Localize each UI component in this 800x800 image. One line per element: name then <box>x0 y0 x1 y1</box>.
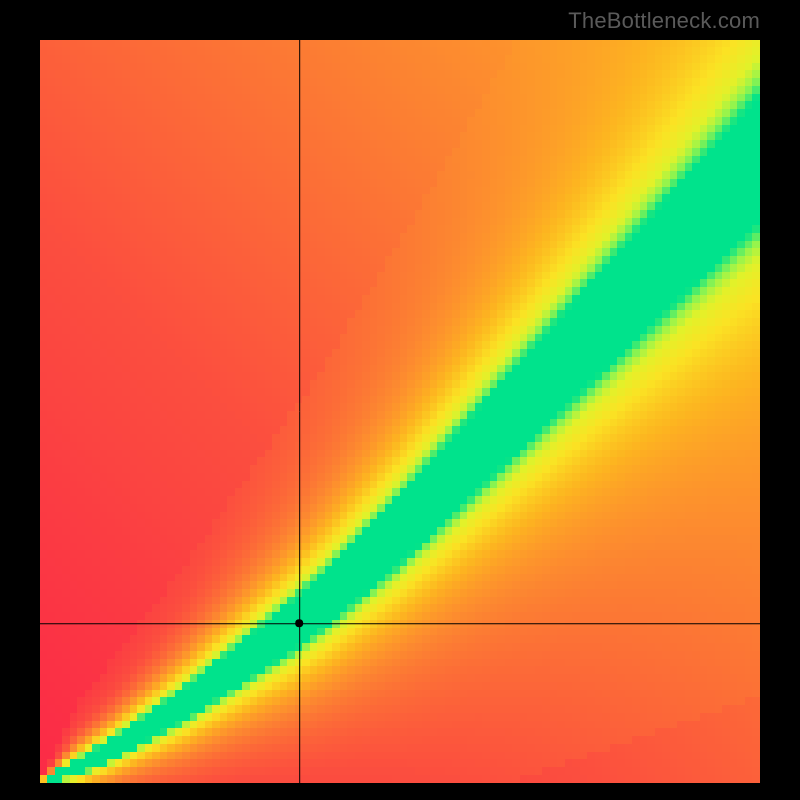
chart-container: TheBottleneck.com <box>0 0 800 800</box>
watermark-text: TheBottleneck.com <box>568 8 760 34</box>
bottleneck-heatmap <box>40 40 760 783</box>
